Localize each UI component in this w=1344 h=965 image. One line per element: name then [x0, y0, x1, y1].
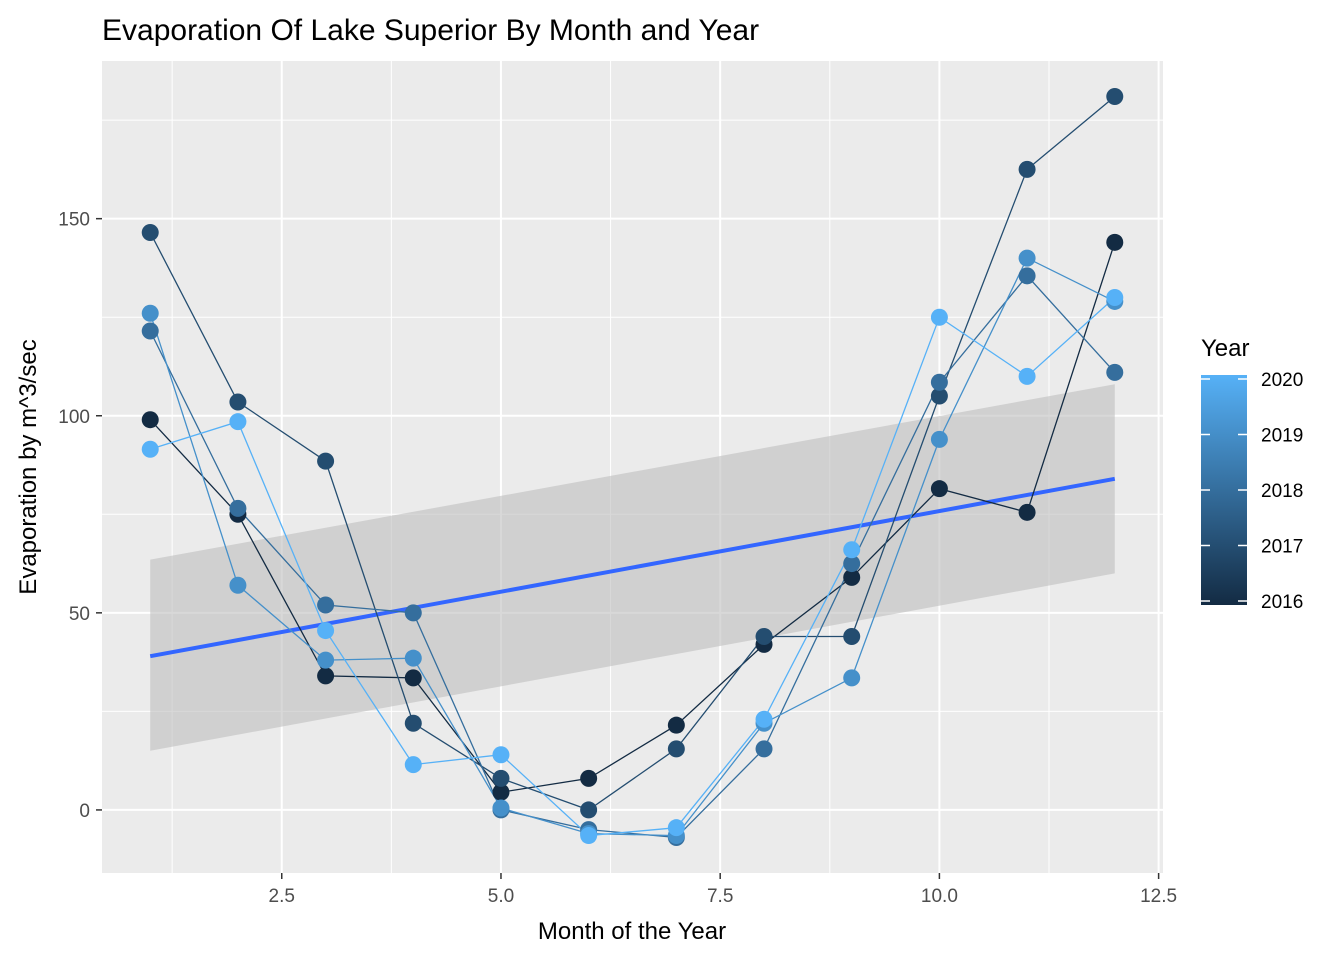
data-point	[404, 604, 422, 622]
series-lines-layer	[149, 96, 1116, 839]
data-point	[843, 669, 861, 687]
data-point	[317, 667, 335, 685]
data-point	[843, 541, 861, 559]
data-point	[843, 627, 861, 645]
legend: Year 2020 2019 2018 2017 2016	[1201, 335, 1303, 613]
legend-tick-label: 2020	[1261, 370, 1303, 391]
series-line-2017	[149, 96, 1116, 811]
data-point	[404, 669, 422, 687]
data-point	[930, 480, 948, 498]
x-tick-label: 2.5	[269, 886, 295, 907]
trend-line	[149, 476, 1116, 659]
legend-tick-label: 2017	[1261, 537, 1303, 558]
x-axis-label: Month of the Year	[538, 918, 726, 945]
chart-title: Evaporation Of Lake Superior By Month an…	[102, 14, 759, 47]
data-point	[317, 596, 335, 614]
data-point	[317, 622, 335, 640]
trend-layer	[149, 476, 1116, 659]
y-tick-label: 100	[58, 407, 90, 428]
data-point	[580, 769, 598, 787]
data-point	[843, 555, 861, 573]
legend-tick-label: 2016	[1261, 592, 1303, 613]
data-point	[1106, 363, 1124, 381]
data-point	[755, 710, 773, 728]
data-point	[404, 714, 422, 732]
data-point	[667, 819, 685, 837]
series-line-2018	[149, 274, 1116, 839]
legend-tick-label: 2018	[1261, 481, 1303, 502]
data-point	[1018, 367, 1036, 385]
data-point	[492, 746, 510, 764]
data-point	[1106, 87, 1124, 105]
y-tick-label: 150	[58, 210, 90, 231]
data-point	[580, 827, 598, 845]
data-point	[229, 413, 247, 431]
y-tick-label: 0	[79, 801, 90, 822]
series-line-2019	[149, 257, 1116, 837]
series-line-2016	[149, 242, 1116, 793]
data-point	[141, 411, 159, 429]
data-point	[930, 430, 948, 448]
y-tick-label: 50	[69, 604, 90, 625]
data-point	[229, 576, 247, 594]
legend-title: Year	[1201, 335, 1250, 362]
data-point	[930, 308, 948, 326]
x-axis-ticks: 2.5 5.0 7.5 10.0 12.5	[269, 873, 1177, 907]
data-point	[141, 304, 159, 322]
y-axis-label: Evaporation by m^3/sec	[15, 339, 42, 594]
data-point	[141, 223, 159, 241]
data-point	[930, 373, 948, 391]
data-point	[229, 499, 247, 517]
data-point	[1018, 160, 1036, 178]
legend-tick-label: 2019	[1261, 426, 1303, 447]
x-tick-label: 5.0	[488, 886, 514, 907]
data-point	[843, 568, 861, 586]
points-layer	[141, 87, 1124, 847]
data-point	[141, 322, 159, 340]
data-point	[492, 769, 510, 787]
data-point	[492, 783, 510, 801]
x-tick-label: 12.5	[1140, 886, 1177, 907]
data-point	[1018, 503, 1036, 521]
data-point	[492, 799, 510, 817]
legend-ticks: 2020 2019 2018 2017 2016	[1201, 370, 1303, 613]
data-point	[667, 740, 685, 758]
x-tick-label: 7.5	[707, 886, 733, 907]
data-point	[755, 627, 773, 645]
data-point	[755, 740, 773, 758]
series-line-2020	[150, 297, 1116, 837]
x-tick-label: 10.0	[921, 886, 958, 907]
data-point	[580, 801, 598, 819]
data-point	[404, 756, 422, 774]
data-point	[317, 651, 335, 669]
data-point	[1106, 289, 1124, 307]
data-point	[1106, 233, 1124, 251]
data-point	[1018, 267, 1036, 285]
data-point	[667, 716, 685, 734]
y-axis-ticks: 0 50 100 150	[58, 210, 102, 822]
data-point	[141, 440, 159, 458]
data-point	[930, 387, 948, 405]
data-point	[1018, 249, 1036, 267]
data-point	[317, 452, 335, 470]
data-point	[404, 649, 422, 667]
data-point	[229, 393, 247, 411]
